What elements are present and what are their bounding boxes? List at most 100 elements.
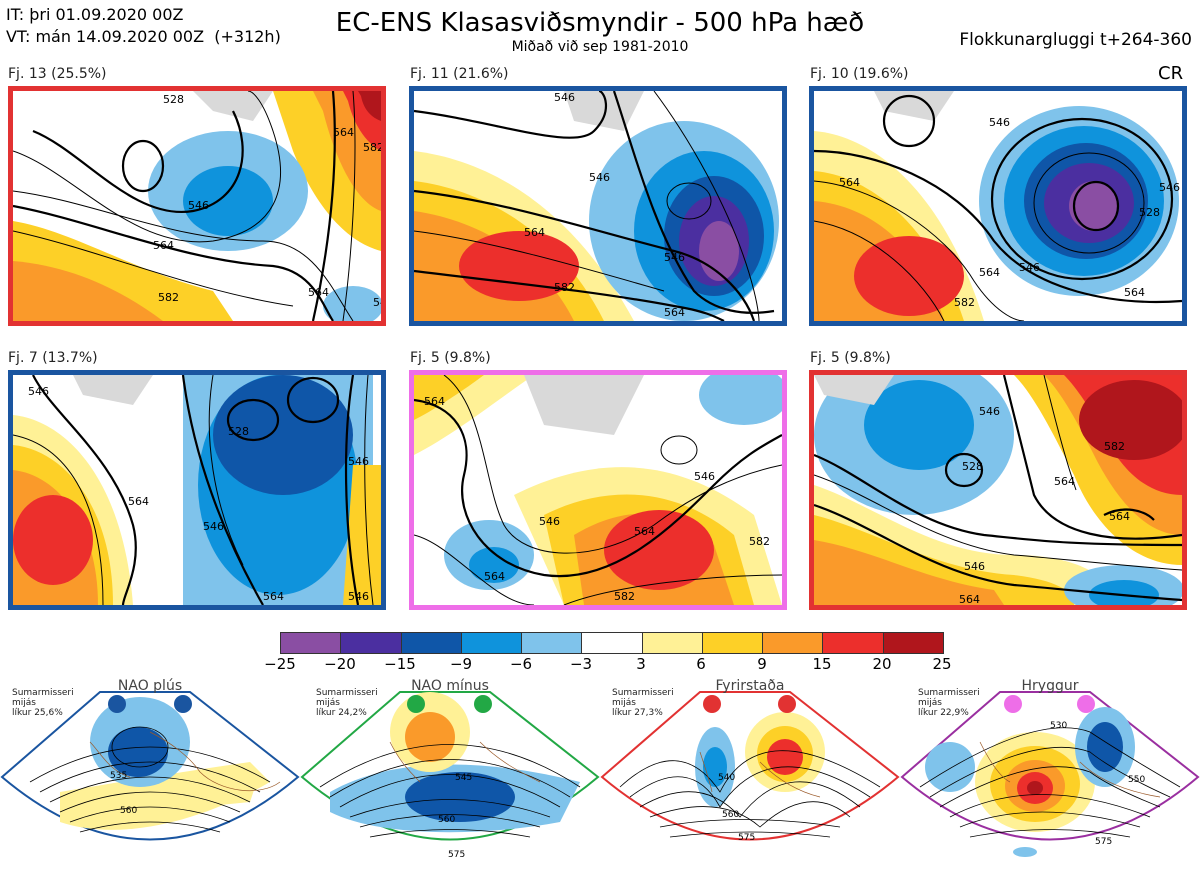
contour-label: 546 [28, 385, 49, 398]
regime-contour-label: 530 [1050, 721, 1067, 731]
contour-label: 564 [839, 176, 860, 189]
colorbar-swatch [823, 633, 884, 653]
contour-label: 582 [158, 291, 179, 304]
colorbar-tick: 20 [872, 655, 892, 673]
cluster-map-1: 528 546 564 564 582 564 582 546 [8, 86, 386, 326]
contour-label: 564 [333, 126, 354, 139]
regime-title: Fyrirstaða [716, 678, 785, 694]
cluster-map-4-graphic: 546 528 546 564 546 564 546 [13, 375, 381, 605]
regime-contour-label: 545 [455, 773, 472, 783]
contour-label: 582 [749, 535, 770, 548]
regime-ridge: Hryggur 530 550 575 [900, 678, 1200, 857]
contour-label: 564 [1109, 510, 1130, 523]
contour-label: 582 [363, 141, 381, 154]
regime-marker [1004, 695, 1022, 713]
contour-label: 564 [634, 525, 655, 538]
colorbar-tick: 25 [932, 655, 952, 673]
colorbar-tick: −9 [449, 655, 473, 673]
contour-label: 582 [614, 590, 635, 603]
regime-contour-label: 575 [1095, 837, 1112, 847]
contour-label: 564 [308, 286, 329, 299]
colorbar-swatch [461, 633, 523, 653]
contour-label: 564 [424, 395, 445, 408]
colorbar-swatch [702, 633, 764, 653]
cluster-map-5: 564 546 546 564 564 582 582 [409, 370, 787, 610]
contour-label: 582 [1104, 440, 1125, 453]
contour-label: 546 [348, 455, 369, 468]
cluster-map-4: 546 528 546 564 546 564 546 [8, 370, 386, 610]
regime-marker [778, 695, 796, 713]
classification-window: Flokkunargluggi t+264-360 [959, 30, 1192, 50]
contour-label: 546 [989, 116, 1010, 129]
regime-marker [108, 695, 126, 713]
regime-title: Hryggur [1022, 678, 1079, 694]
colorbar-tick: 6 [696, 655, 706, 673]
regime-contour-label: 535 [110, 771, 127, 781]
contour-label: 564 [1124, 286, 1145, 299]
contour-label: 582 [554, 281, 575, 294]
contour-label: 546 [1159, 181, 1180, 194]
colorbar-tick: 15 [812, 655, 832, 673]
cluster-map-6: 546 528 564 582 564 546 564 [809, 370, 1187, 610]
colorbar-tick: −3 [569, 655, 593, 673]
page-subtitle: Miðað við sep 1981-2010 [511, 39, 689, 55]
regime-contour-label: 560 [722, 810, 739, 820]
regime-contour-label: 575 [738, 833, 755, 843]
colorbar-swatch [341, 633, 402, 653]
contour-label: 546 [979, 405, 1000, 418]
regime-blocking: Fyrirstaða 540 560 575 [600, 678, 900, 843]
cluster-map-1-graphic: 528 546 564 564 582 564 582 546 [13, 91, 381, 321]
regime-marker [174, 695, 192, 713]
regime-info: Sumarmisseri mijás líkur 22,9% [918, 688, 980, 718]
contour-label: 546 [188, 199, 209, 212]
regime-info: Sumarmisseri mijás líkur 24,2% [316, 688, 378, 718]
regime-nao-plus: NAO plús 535 560 [0, 678, 300, 841]
contour-label: 546 [964, 560, 985, 573]
regime-contour-label: 575 [448, 850, 465, 860]
panel-5-label: Fj. 5 (9.8%) [410, 350, 491, 366]
cluster-map-3-graphic: 546 564 564 546 528 582 564 546 [814, 91, 1182, 321]
regime-marker [703, 695, 721, 713]
regime-title: NAO mínus [411, 678, 489, 694]
colorbar-tick: 9 [757, 655, 767, 673]
contour-label: 546 [694, 470, 715, 483]
colorbar-tick: −20 [324, 655, 356, 673]
regime-contour-label: 540 [718, 773, 735, 783]
panel-3-label: Fj. 10 (19.6%) [810, 66, 909, 82]
colorbar-swatch [582, 633, 643, 653]
contour-label: 564 [664, 306, 685, 319]
contour-label: 564 [263, 590, 284, 603]
colorbar-tick: −6 [509, 655, 533, 673]
contour-label: 564 [979, 266, 1000, 279]
regime-info: Sumarmisseri mijás líkur 27,3% [612, 688, 674, 718]
regime-info: Sumarmisseri mijás líkur 25,6% [12, 688, 74, 718]
regime-contour-label: 560 [438, 815, 455, 825]
contour-label: 528 [228, 425, 249, 438]
cluster-map-6-graphic: 546 528 564 582 564 546 564 [814, 375, 1182, 605]
contour-label: 582 [954, 296, 975, 309]
regime-contour-label: 550 [1128, 775, 1145, 785]
contour-label: 546 [1019, 261, 1040, 274]
cluster-map-3: 546 564 564 546 528 582 564 546 [809, 86, 1187, 326]
contour-label: 564 [128, 495, 149, 508]
panel-6-label: Fj. 5 (9.8%) [810, 350, 891, 366]
colorbar-tick: 3 [636, 655, 646, 673]
contour-label: 528 [962, 460, 983, 473]
contour-label: 528 [163, 93, 184, 106]
contour-label: 546 [373, 296, 381, 309]
colorbar-tick: −15 [384, 655, 416, 673]
colorbar-swatch [763, 633, 824, 653]
colorbar [280, 632, 944, 654]
contour-label: 528 [1139, 206, 1160, 219]
contour-label: 564 [484, 570, 505, 583]
contour-label: 546 [589, 171, 610, 184]
colorbar-swatch [281, 633, 342, 653]
regime-maps: NAO plús 535 560 NAO mínus 545 560 575 [0, 678, 1200, 860]
cr-mark: CR [1158, 63, 1184, 84]
cluster-map-2-graphic: 546 564 582 546 546 564 [414, 91, 782, 321]
colorbar-tick: −25 [264, 655, 296, 673]
regime-marker [474, 695, 492, 713]
contour-label: 546 [348, 590, 369, 603]
page-title: EC-ENS Klasasviðsmyndir - 500 hPa hæð [335, 8, 865, 38]
colorbar-swatch [522, 633, 583, 653]
